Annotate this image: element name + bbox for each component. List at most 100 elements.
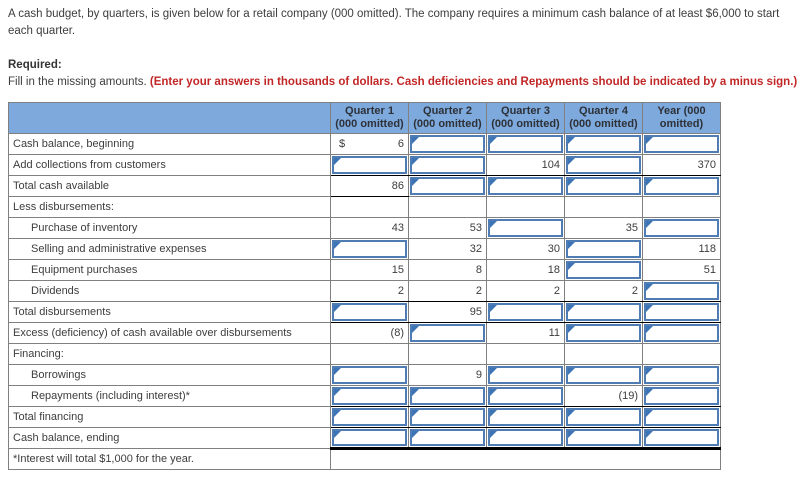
answer-input[interactable] [488,135,563,153]
row-label: Borrowings [8,364,331,386]
row-label: Add collections from customers [8,154,331,176]
answer-input[interactable] [566,366,641,384]
row-label-header [8,102,331,134]
cell-marker-icon [568,326,575,333]
answer-input[interactable] [488,219,563,237]
cell-marker-icon [334,242,341,249]
required-label: Required: [8,59,62,71]
answer-input[interactable] [488,177,563,195]
answer-cell [564,154,643,176]
answer-input[interactable] [332,303,407,321]
cash-budget-table: Quarter 1 (000 omitted) Quarter 2 (000 om… [8,102,721,470]
table-row: Financing: [8,343,721,365]
answer-input[interactable] [332,408,407,426]
table-row: Equipment purchases 15 8 18 51 [8,259,721,281]
answer-input[interactable] [332,366,407,384]
answer-input[interactable] [566,324,641,342]
answer-input[interactable] [410,408,485,426]
cell-marker-icon [568,242,575,249]
answer-input[interactable] [566,429,641,446]
answer-input[interactable] [332,156,407,174]
column-header: Year (000 omitted) [642,102,721,134]
cell-marker-icon [412,179,419,186]
table-row: Dividends 2 2 2 2 [8,280,721,302]
answer-input[interactable] [644,366,719,384]
answer-cell [564,259,643,281]
row-label: Total cash available [8,175,331,197]
static-value-cell: 53 [408,217,487,239]
answer-cell [564,238,643,260]
answer-cell [642,175,721,197]
answer-cell [642,364,721,386]
answer-input[interactable] [410,135,485,153]
answer-input[interactable] [566,303,641,321]
answer-input[interactable] [410,156,485,174]
footnote-empty-cell [330,448,721,470]
answer-input[interactable] [644,177,719,195]
table-row: Total financing [8,406,721,428]
answer-input[interactable] [332,387,407,405]
answer-input[interactable] [410,387,485,405]
answer-input[interactable] [488,366,563,384]
answer-cell [330,427,409,450]
row-label: Cash balance, beginning [8,133,331,155]
static-value-cell: 370 [642,154,721,176]
instruction-plain: Fill in the missing amounts. [8,76,150,88]
row-label: Financing: [8,343,331,365]
cell-marker-icon [490,221,497,228]
row-label: Purchase of inventory [8,217,331,239]
answer-input[interactable] [644,429,719,446]
header-row: Quarter 1 (000 omitted) Quarter 2 (000 om… [8,102,721,134]
answer-cell [330,154,409,176]
cell-marker-icon [646,179,653,186]
answer-cell [486,406,565,428]
answer-input[interactable] [644,282,719,300]
answer-cell [486,175,565,197]
static-value-cell: 11 [486,322,565,344]
cell-marker-icon [646,284,653,291]
answer-input[interactable] [566,408,641,426]
answer-cell [486,301,565,323]
answer-input[interactable] [644,408,719,426]
answer-input[interactable] [410,324,485,342]
cell-marker-icon [412,410,419,417]
answer-input[interactable] [488,408,563,426]
cell-marker-icon [646,389,653,396]
currency-symbol: $ [339,138,346,150]
static-value-cell: 2 [486,280,565,302]
cell-marker-icon [568,305,575,312]
cell-marker-icon [490,368,497,375]
footnote-text: *Interest will total $1,000 for the year… [8,448,331,470]
answer-cell [486,427,565,450]
cell-marker-icon [646,368,653,375]
cell-marker-icon [568,431,575,438]
answer-input[interactable] [488,387,563,405]
cell-marker-icon [646,326,653,333]
cell-value: 6 [397,138,404,150]
answer-input[interactable] [488,303,563,321]
answer-input[interactable] [644,219,719,237]
answer-input[interactable] [644,324,719,342]
answer-input[interactable] [566,156,641,174]
answer-input[interactable] [644,303,719,321]
answer-input[interactable] [488,429,563,446]
blank-cell [564,196,643,218]
column-header: Quarter 1 (000 omitted) [330,102,409,134]
row-label: Total disbursements [8,301,331,323]
answer-input[interactable] [410,429,485,446]
answer-input[interactable] [332,240,407,258]
cell-marker-icon [334,431,341,438]
answer-input[interactable] [332,429,407,446]
column-header: Quarter 4 (000 omitted) [564,102,643,134]
blank-cell [408,196,487,218]
answer-input[interactable] [566,240,641,258]
answer-input[interactable] [410,177,485,195]
answer-input[interactable] [644,387,719,405]
answer-input[interactable] [644,135,719,153]
answer-input[interactable] [566,135,641,153]
answer-cell [408,133,487,155]
answer-cell [330,238,409,260]
answer-input[interactable] [566,177,641,195]
row-label: Cash balance, ending [8,427,331,449]
answer-input[interactable] [566,261,641,279]
